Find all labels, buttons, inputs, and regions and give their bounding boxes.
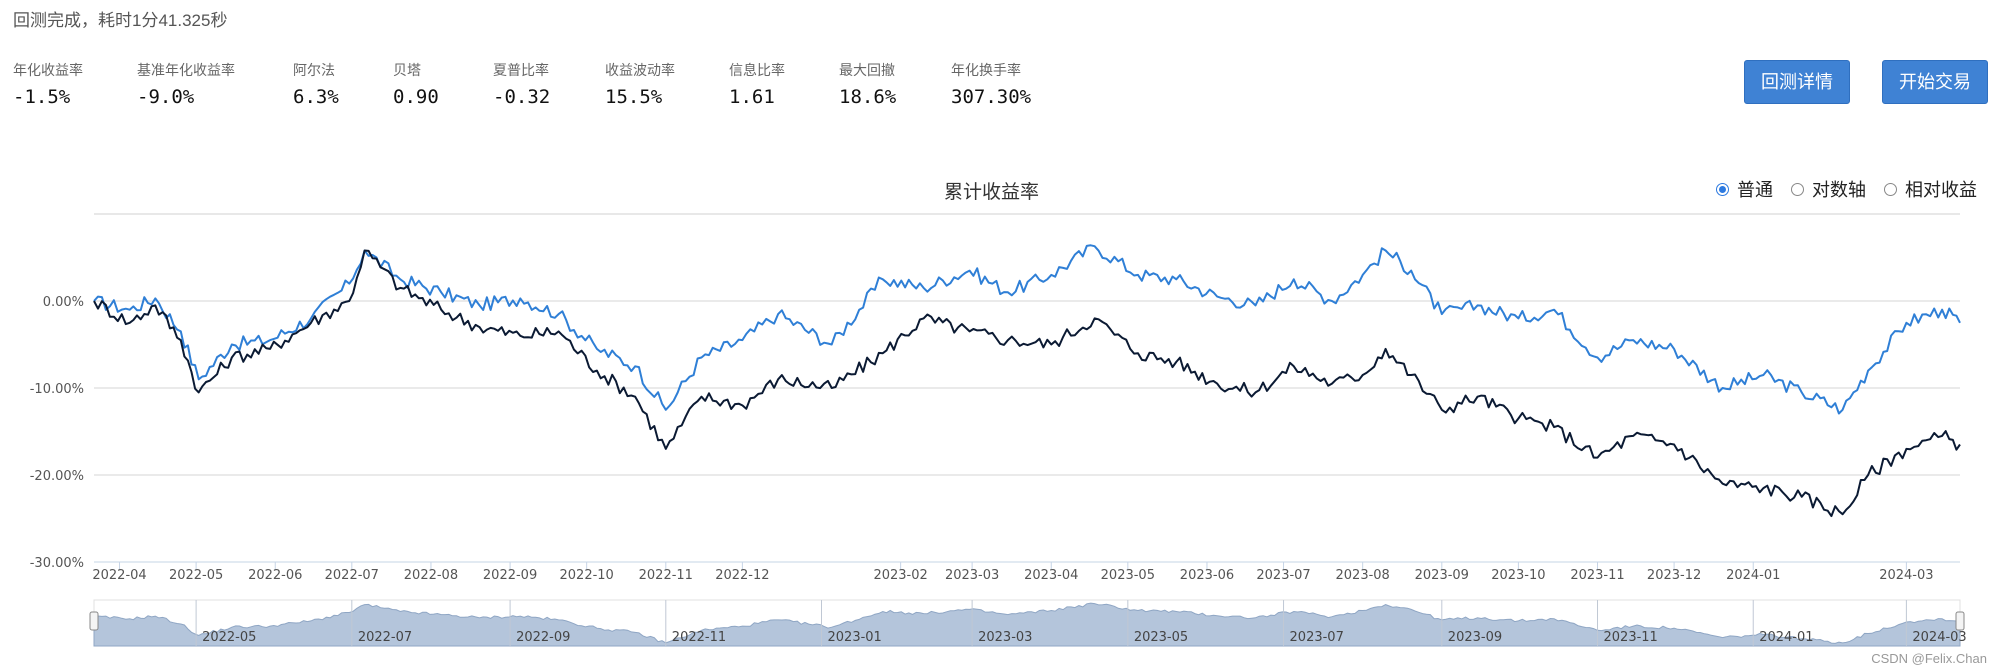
radio-log-axis[interactable]: 对数轴	[1791, 176, 1866, 202]
metric-label: 年化收益率	[13, 62, 83, 78]
navigator-tick-label: 2023-03	[978, 630, 1032, 645]
radio-normal[interactable]: 普通	[1716, 176, 1773, 202]
metric-value: 18.6%	[839, 86, 897, 108]
metric-label: 最大回撤	[839, 62, 895, 78]
x-tick-label: 2023-06	[1180, 568, 1234, 583]
metric-turnover: 年化换手率 307.30%	[951, 60, 1081, 108]
navigator-tick-label: 2023-11	[1604, 630, 1658, 645]
x-tick-label: 2022-11	[639, 568, 693, 583]
radio-label: 普通	[1737, 180, 1773, 200]
metric-label: 贝塔	[393, 62, 421, 78]
x-tick-label: 2022-07	[325, 568, 379, 583]
metric-label: 收益波动率	[605, 62, 675, 78]
x-tick-label: 2022-05	[169, 568, 223, 583]
x-tick-label: 2024-01	[1726, 568, 1780, 583]
navigator-tick-label: 2022-07	[358, 630, 412, 645]
radio-checked-icon	[1716, 182, 1729, 196]
backtest-details-button[interactable]: 回测详情	[1744, 60, 1850, 104]
watermark: CSDN @Felix.Chan	[1871, 651, 1987, 666]
benchmark-series-line	[93, 249, 1961, 518]
start-trading-button[interactable]: 开始交易	[1882, 60, 1988, 104]
x-tick-label: 2022-04	[92, 568, 146, 583]
metric-label: 信息比率	[729, 62, 785, 78]
x-tick-label: 2023-09	[1415, 568, 1469, 583]
navigator-right-handle[interactable]	[1955, 611, 1965, 631]
metric-benchmark-annual-return: 基准年化收益率 -9.0%	[137, 60, 293, 108]
x-tick-label: 2023-02	[873, 568, 927, 583]
x-axis: 2022-04 2022-05 2022-06 2022-07 2022-08 2022-…	[92, 562, 1934, 583]
metric-volatility: 收益波动率 15.5%	[605, 60, 729, 108]
radio-label: 相对收益	[1905, 180, 1977, 200]
metric-value: 15.5%	[605, 86, 663, 108]
x-tick-label: 2022-06	[248, 568, 302, 583]
x-tick-label: 2023-05	[1101, 568, 1155, 583]
x-tick-label: 2022-12	[715, 568, 769, 583]
range-navigator[interactable]: 2022-05 2022-07 2022-09 2022-11 2023-01 2023-…	[89, 599, 1967, 647]
metric-value: 1.61	[729, 86, 775, 108]
metric-label: 阿尔法	[293, 62, 335, 78]
chart-mode-selector: 普通 对数轴 相对收益	[1698, 176, 1977, 202]
y-tick-label: -10.00%	[30, 382, 84, 397]
metric-label: 夏普比率	[493, 62, 549, 78]
navigator-tick-label: 2023-01	[828, 630, 882, 645]
metric-information-ratio: 信息比率 1.61	[729, 60, 839, 108]
metric-beta: 贝塔 0.90	[393, 60, 493, 108]
metric-annual-return: 年化收益率 -1.5%	[13, 60, 137, 108]
metric-value: 307.30%	[951, 86, 1032, 108]
x-tick-label: 2023-07	[1256, 568, 1310, 583]
radio-relative-return[interactable]: 相对收益	[1884, 176, 1977, 202]
metric-value: -9.0%	[137, 86, 195, 108]
metrics-bar: 年化收益率 -1.5% 基准年化收益率 -9.0% 阿尔法 6.3% 贝塔 0.…	[13, 60, 1081, 108]
chart-grid	[94, 213, 1960, 563]
navigator-frame	[93, 599, 1961, 647]
metric-alpha: 阿尔法 6.3%	[293, 60, 393, 108]
x-tick-label: 2023-04	[1024, 568, 1078, 583]
navigator-tick-label: 2022-11	[672, 630, 726, 645]
x-tick-label: 2023-03	[945, 568, 999, 583]
y-axis: 0.00% -10.00% -20.00% -30.00%	[30, 295, 84, 571]
navigator-tick-label: 2024-01	[1759, 630, 1813, 645]
x-tick-label: 2023-11	[1570, 568, 1624, 583]
radio-unchecked-icon	[1791, 182, 1804, 196]
x-tick-label: 2023-10	[1491, 568, 1545, 583]
backtest-status-text: 回测完成，耗时1分41.325秒	[13, 11, 228, 30]
series-lines	[93, 244, 1961, 518]
metric-value: 0.90	[393, 86, 439, 108]
radio-unchecked-icon	[1884, 182, 1897, 196]
y-tick-label: 0.00%	[43, 295, 84, 310]
metric-sharpe: 夏普比率 -0.32	[493, 60, 605, 108]
y-tick-label: -30.00%	[30, 556, 84, 571]
navigator-tick-label: 2023-07	[1290, 630, 1344, 645]
metric-value: -0.32	[493, 86, 551, 108]
x-tick-label: 2023-08	[1336, 568, 1390, 583]
metric-label: 年化换手率	[951, 62, 1021, 78]
x-tick-label: 2022-09	[483, 568, 537, 583]
metric-max-drawdown: 最大回撤 18.6%	[839, 60, 951, 108]
navigator-left-handle[interactable]	[89, 611, 99, 631]
x-tick-label: 2024-03	[1879, 568, 1933, 583]
chart-title: 累计收益率	[944, 182, 1040, 203]
navigator-tick-label: 2022-05	[202, 630, 256, 645]
strategy-series-line	[93, 244, 1961, 415]
metric-value: -1.5%	[13, 86, 71, 108]
x-tick-label: 2022-10	[560, 568, 614, 583]
metric-label: 基准年化收益率	[137, 62, 235, 78]
navigator-tick-label: 2023-09	[1448, 630, 1502, 645]
navigator-tick-label: 2024-03	[1912, 630, 1966, 645]
x-tick-label: 2023-12	[1647, 568, 1701, 583]
metric-value: 6.3%	[293, 86, 339, 108]
x-tick-label: 2022-08	[404, 568, 458, 583]
navigator-area	[93, 602, 1961, 647]
navigator-tick-label: 2022-09	[516, 630, 570, 645]
navigator-tick-label: 2023-05	[1134, 630, 1188, 645]
y-tick-label: -20.00%	[30, 469, 84, 484]
radio-label: 对数轴	[1812, 180, 1866, 200]
